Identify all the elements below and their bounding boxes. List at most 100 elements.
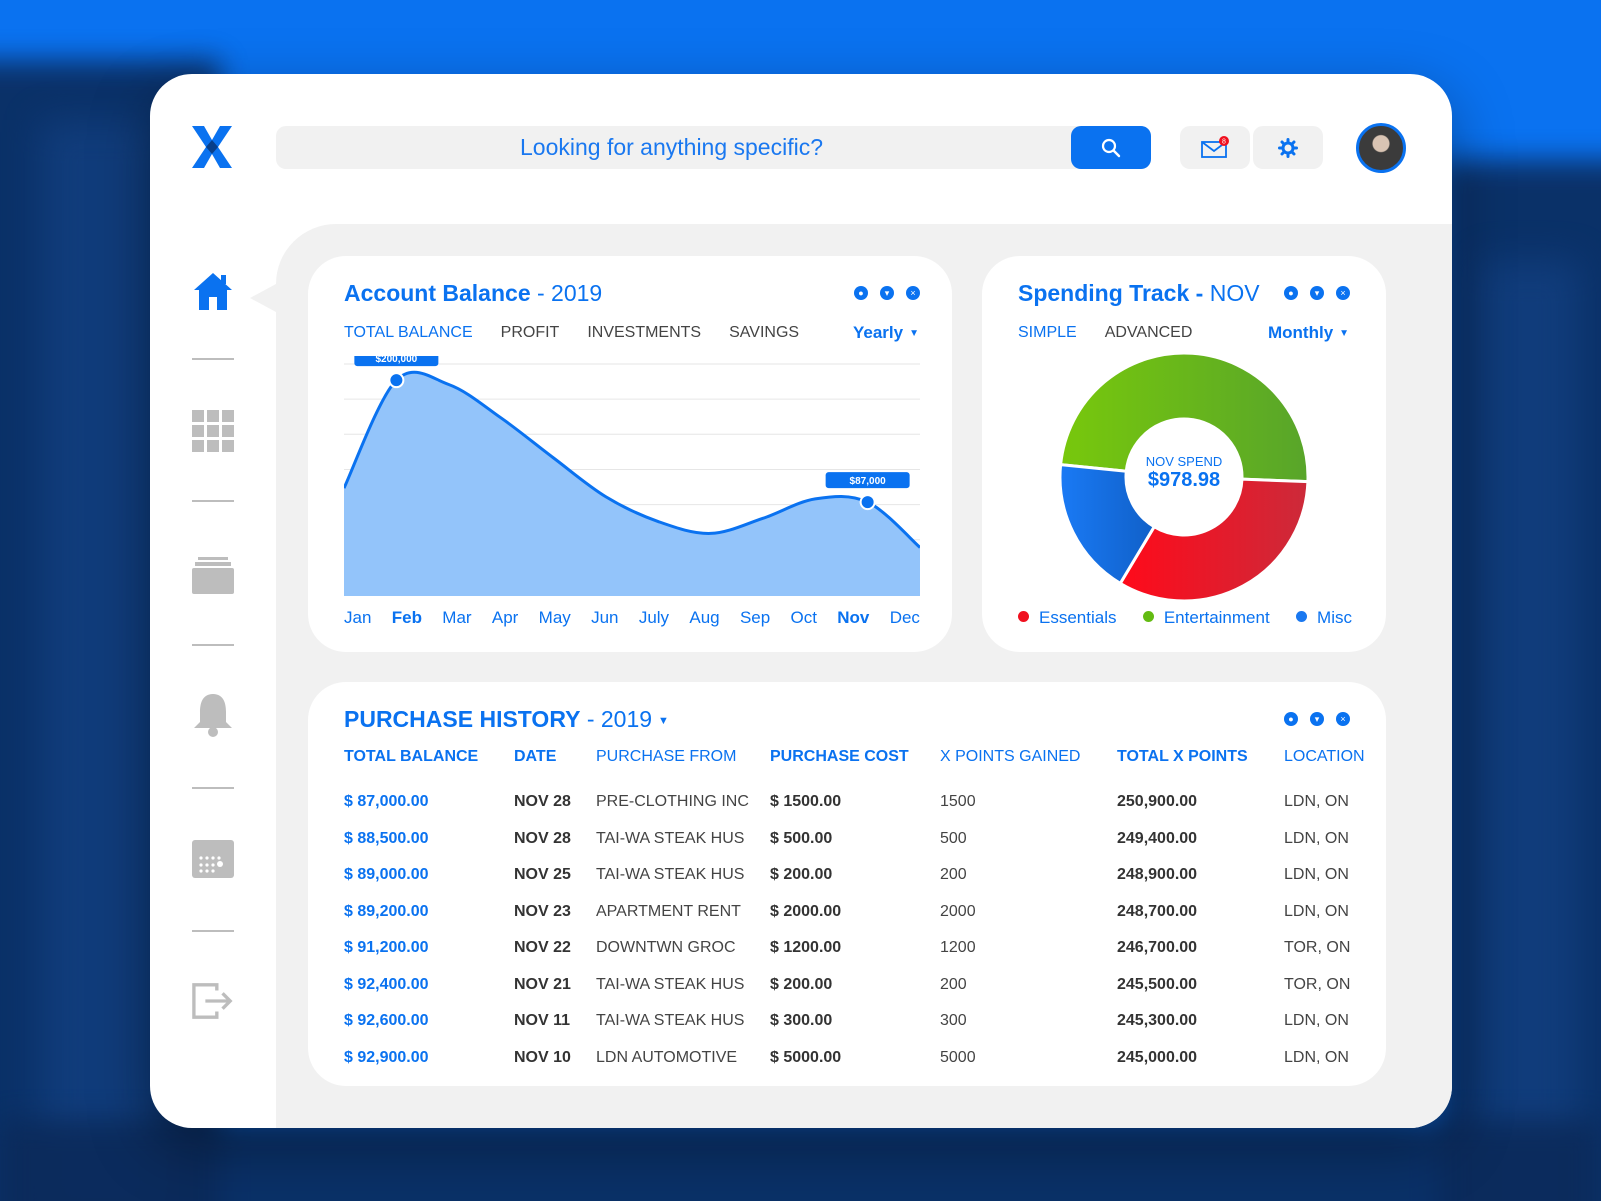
caret-down-icon: ▼ bbox=[658, 715, 669, 727]
mail-button[interactable]: 8 bbox=[1180, 126, 1250, 169]
legend-item-misc: Misc bbox=[1296, 608, 1352, 628]
table-row[interactable]: $ 88,500.00 NOV 28 TAI-WA STEAK HUS $ 500.0… bbox=[344, 821, 1374, 858]
top-bar: 8 bbox=[150, 74, 1452, 224]
table-cell: $ 91,200.00 bbox=[344, 939, 429, 957]
table-cell: LDN, ON bbox=[1284, 866, 1349, 884]
sidebar-item-logout[interactable] bbox=[192, 980, 234, 1022]
table-cell: TAI-WA STEAK HUS bbox=[596, 1012, 745, 1030]
spending-track-month: NOV bbox=[1209, 280, 1260, 306]
bell-icon bbox=[194, 694, 232, 737]
table-cell: LDN, ON bbox=[1284, 793, 1349, 811]
table-cell: $ 1200.00 bbox=[770, 939, 842, 957]
pin-button[interactable]: ● bbox=[1284, 712, 1298, 726]
x-tick-label: Oct bbox=[790, 608, 817, 627]
table-cell: $ 87,000.00 bbox=[344, 793, 429, 811]
spending-track-card: Spending Track - NOV ● ▾ × SIMPLE ADVANC… bbox=[982, 256, 1386, 652]
settings-button[interactable] bbox=[1253, 126, 1323, 169]
month-axis: Jan Feb Mar Apr May Jun July Aug Sep Oct Nov Dec bbox=[344, 608, 920, 628]
data-label-bg bbox=[825, 472, 910, 489]
table-cell: $ 5000.00 bbox=[770, 1048, 842, 1066]
app-logo[interactable] bbox=[190, 124, 234, 170]
table-header-row: TOTAL BALANCE DATE PURCHASE FROM PURCHAS… bbox=[344, 748, 1374, 784]
spending-period-dropdown[interactable]: Monthly ▼ bbox=[1268, 323, 1349, 343]
collapse-button[interactable]: ▾ bbox=[1310, 712, 1324, 726]
sidebar-divider bbox=[192, 358, 234, 360]
tab-investments[interactable]: INVESTMENTS bbox=[587, 324, 702, 341]
table-row[interactable]: $ 92,900.00 NOV 10 LDN AUTOMOTIVE $ 5000.00… bbox=[344, 1040, 1374, 1077]
purchase-history-year: - 2019 bbox=[580, 706, 653, 732]
x-tick-label: Feb bbox=[391, 608, 422, 627]
column-header[interactable]: TOTAL X POINTS bbox=[1117, 748, 1248, 765]
table-cell: NOV 10 bbox=[514, 1048, 571, 1066]
column-header[interactable]: PURCHASE COST bbox=[770, 748, 909, 765]
column-header[interactable]: DATE bbox=[514, 748, 557, 765]
table-row[interactable]: $ 92,600.00 NOV 11 TAI-WA STEAK HUS $ 300.0… bbox=[344, 1003, 1374, 1040]
tab-profit[interactable]: PROFIT bbox=[500, 324, 560, 341]
sidebar-item-calendar[interactable] bbox=[192, 838, 234, 880]
table-cell: $ 92,600.00 bbox=[344, 1012, 429, 1030]
sidebar-item-wallet[interactable] bbox=[192, 554, 234, 596]
sidebar bbox=[150, 224, 276, 1128]
table-cell: PRE-CLOTHING INC bbox=[596, 793, 749, 811]
table-cell: LDN, ON bbox=[1284, 1012, 1349, 1030]
tab-advanced[interactable]: ADVANCED bbox=[1104, 324, 1193, 341]
data-point bbox=[859, 494, 876, 511]
period-dropdown[interactable]: Yearly ▼ bbox=[853, 323, 919, 343]
user-avatar[interactable] bbox=[1356, 123, 1406, 173]
data-point bbox=[388, 372, 405, 389]
close-button[interactable]: × bbox=[906, 286, 920, 300]
tab-simple[interactable]: SIMPLE bbox=[1018, 324, 1077, 341]
donut-slice-misc[interactable] bbox=[1059, 462, 1157, 586]
spending-legend: Essentials Entertainment Misc bbox=[1018, 608, 1352, 628]
legend-label: Misc bbox=[1317, 608, 1352, 627]
table-cell: 245,300.00 bbox=[1117, 1012, 1198, 1030]
sidebar-item-notifications[interactable] bbox=[192, 694, 234, 737]
sidebar-active-pointer bbox=[250, 284, 276, 312]
table-row[interactable]: $ 87,000.00 NOV 28 PRE-CLOTHING INC $ 1500.… bbox=[344, 784, 1374, 821]
column-header[interactable]: X POINTS GAINED bbox=[940, 748, 1081, 765]
collapse-button[interactable]: ▾ bbox=[1310, 286, 1324, 300]
x-tick-label: Jan bbox=[344, 608, 372, 627]
spending-donut-chart bbox=[1059, 352, 1309, 602]
table-row[interactable]: $ 92,400.00 NOV 21 TAI-WA STEAK HUS $ 200.0… bbox=[344, 967, 1374, 1004]
table-cell: 1500 bbox=[940, 793, 976, 811]
table-cell: LDN, ON bbox=[1284, 829, 1349, 847]
x-tick-label: Jun bbox=[591, 608, 619, 627]
donut-center-label: NOV SPEND $978.98 bbox=[1112, 454, 1256, 492]
pin-button[interactable]: ● bbox=[1284, 286, 1298, 300]
column-header[interactable]: TOTAL BALANCE bbox=[344, 748, 479, 765]
table-row[interactable]: $ 91,200.00 NOV 22 DOWNTWN GROC $ 1200.00 12… bbox=[344, 930, 1374, 967]
column-header[interactable]: PURCHASE FROM bbox=[596, 748, 737, 765]
x-tick-label: Apr bbox=[491, 608, 519, 627]
account-balance-tabs: TOTAL BALANCE PROFIT INVESTMENTS SAVINGS bbox=[344, 324, 827, 342]
search-icon bbox=[1101, 138, 1121, 157]
table-row[interactable]: $ 89,200.00 NOV 23 APARTMENT RENT $ 2000.00… bbox=[344, 894, 1374, 931]
column-header[interactable]: LOCATION bbox=[1284, 748, 1365, 765]
purchase-history-title[interactable]: PURCHASE HISTORY - 2019 ▼ bbox=[344, 706, 669, 733]
data-label-bg bbox=[354, 356, 439, 367]
tab-total-balance[interactable]: TOTAL BALANCE bbox=[344, 324, 473, 341]
purchase-history-table: TOTAL BALANCE DATE PURCHASE FROM PURCHAS… bbox=[344, 748, 1374, 1076]
legend-dot bbox=[1296, 611, 1308, 622]
mail-icon: 8 bbox=[1201, 135, 1229, 158]
main-content: Account Balance - 2019 ● ▾ × TOTAL BALAN… bbox=[276, 224, 1452, 1128]
close-button[interactable]: × bbox=[1336, 286, 1350, 300]
donut-slice-entertainment[interactable] bbox=[1059, 352, 1309, 484]
pin-button[interactable]: ● bbox=[854, 286, 868, 300]
sidebar-item-apps[interactable] bbox=[192, 410, 234, 452]
calendar-icon bbox=[192, 840, 234, 878]
period-dropdown-value: Yearly bbox=[853, 323, 904, 342]
collapse-button[interactable]: ▾ bbox=[880, 286, 894, 300]
table-row[interactable]: $ 89,000.00 NOV 25 TAI-WA STEAK HUS $ 200.0… bbox=[344, 857, 1374, 894]
table-cell: $ 92,900.00 bbox=[344, 1048, 429, 1066]
search-input[interactable] bbox=[276, 126, 1067, 169]
table-cell: TAI-WA STEAK HUS bbox=[596, 866, 745, 884]
donut-slice-essentials[interactable] bbox=[1118, 477, 1309, 602]
close-button[interactable]: × bbox=[1336, 712, 1350, 726]
spending-track-title: Spending Track - NOV bbox=[1018, 280, 1260, 307]
search-button[interactable] bbox=[1071, 126, 1151, 169]
x-tick-label: Dec bbox=[889, 608, 920, 627]
sidebar-item-home[interactable] bbox=[192, 270, 234, 312]
app-window: 8 bbox=[150, 74, 1452, 1128]
tab-savings[interactable]: SAVINGS bbox=[729, 324, 800, 341]
